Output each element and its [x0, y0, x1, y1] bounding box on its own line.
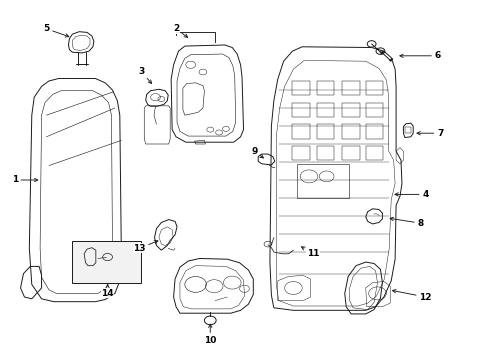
Bar	[292, 124, 309, 139]
Bar	[365, 124, 383, 139]
Text: 7: 7	[416, 129, 443, 138]
Bar	[297, 164, 348, 198]
Bar	[342, 81, 359, 95]
Bar	[292, 146, 309, 160]
Text: 11: 11	[301, 247, 319, 258]
Bar	[342, 146, 359, 160]
Text: 12: 12	[392, 289, 431, 302]
Bar	[316, 103, 334, 117]
Bar	[292, 103, 309, 117]
Bar	[316, 124, 334, 139]
Text: 1: 1	[12, 175, 38, 184]
Bar	[292, 81, 309, 95]
Text: 5: 5	[43, 24, 69, 37]
Bar	[365, 103, 383, 117]
Bar	[316, 146, 334, 160]
Text: 3: 3	[139, 68, 151, 84]
Bar	[365, 81, 383, 95]
Bar	[342, 103, 359, 117]
Text: 10: 10	[203, 324, 216, 345]
Text: 13: 13	[133, 240, 158, 253]
Text: 14: 14	[101, 285, 114, 298]
Text: 4: 4	[394, 190, 428, 199]
Bar	[316, 81, 334, 95]
Text: 9: 9	[250, 147, 263, 158]
Bar	[342, 124, 359, 139]
Bar	[365, 146, 383, 160]
Text: 2: 2	[173, 24, 187, 37]
Bar	[405, 127, 410, 133]
Text: 6: 6	[399, 51, 440, 60]
Bar	[72, 241, 141, 283]
Text: 8: 8	[389, 217, 423, 228]
